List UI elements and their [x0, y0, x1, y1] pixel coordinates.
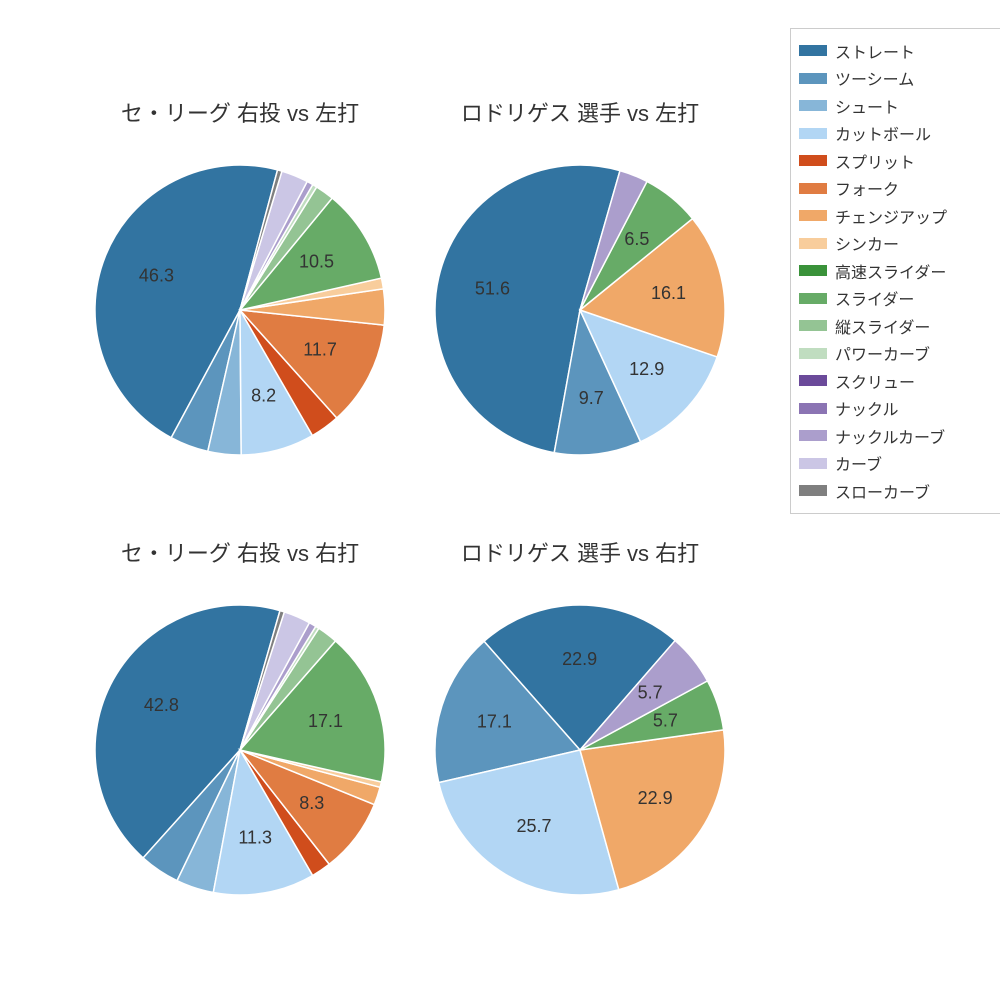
legend-label: チェンジアップ [835, 204, 947, 228]
chart-cell: セ・リーグ 右投 vs 右打42.811.38.317.1 [80, 540, 400, 920]
pie-slice-label: 11.3 [238, 827, 272, 847]
pie-slice-label: 5.7 [638, 682, 663, 702]
pie-slice-label: 25.7 [517, 816, 552, 836]
legend-item: ナックル [799, 395, 994, 423]
chart-cell: ロドリゲス 選手 vs 左打51.69.712.916.16.5 [420, 100, 740, 480]
legend-label: スプリット [835, 149, 915, 173]
chart-title: セ・リーグ 右投 vs 左打 [80, 96, 400, 128]
legend-label: カットボール [835, 121, 931, 145]
legend-item: カットボール [799, 120, 994, 148]
legend-swatch [799, 403, 827, 414]
chart-title: ロドリゲス 選手 vs 左打 [420, 96, 740, 128]
legend-swatch [799, 73, 827, 84]
pie-slice-label: 17.1 [477, 711, 512, 731]
figure-root: セ・リーグ 右投 vs 左打 46.3 8.2 11.7 10.5 ロドリゲス 選手 vs… [0, 0, 1000, 1000]
chart-title: セ・リーグ 右投 vs 右打 [80, 536, 400, 568]
legend-label: シュート [835, 94, 899, 118]
legend-swatch [799, 293, 827, 304]
legend-label: パワーカーブ [835, 341, 930, 365]
legend-swatch [799, 458, 827, 469]
pie-slice-label: 46.3 [139, 266, 174, 286]
legend-item: スローカーブ [799, 477, 994, 505]
legend-label: ナックルカーブ [835, 424, 945, 448]
legend-swatch [799, 320, 827, 331]
legend-label: 高速スライダー [835, 259, 946, 283]
legend-item: シンカー [799, 230, 994, 258]
legend-item: フォーク [799, 175, 994, 203]
pie-chart: 51.6 9.7 12.9 16.1 6.5 [420, 100, 740, 480]
legend-swatch [799, 485, 827, 496]
pie-slice-label: 8.2 [251, 385, 276, 405]
pie-slice-label: 10.5 [299, 252, 334, 272]
pie-slice-label: 22.9 [638, 788, 673, 808]
legend-item: 縦スライダー [799, 312, 994, 340]
pie-slice-label: 11.7 [303, 340, 337, 360]
chart-cell: ロドリゲス 選手 vs 右打22.917.125.722.95.75.7 [420, 540, 740, 920]
legend-label: カーブ [835, 451, 882, 475]
legend-swatch [799, 375, 827, 386]
pie-slice-label: 8.3 [299, 793, 324, 813]
legend-item: カーブ [799, 450, 994, 478]
legend-item: チェンジアップ [799, 202, 994, 230]
legend-swatch [799, 183, 827, 194]
legend-swatch [799, 45, 827, 56]
legend-item: スライダー [799, 285, 994, 313]
pie-slice-label: 51.6 [475, 278, 510, 298]
pie-slice-label: 9.7 [579, 388, 604, 408]
legend-item: パワーカーブ [799, 340, 994, 368]
legend-label: フォーク [835, 176, 899, 200]
pie-slice-label: 22.9 [562, 649, 597, 669]
legend: ストレートツーシームシュートカットボールスプリットフォークチェンジアップシンカー… [790, 28, 1000, 514]
pie-slice-label: 16.1 [651, 283, 686, 303]
pie-chart: 22.9 17.1 25.7 22.9 5.7 5.7 [420, 540, 740, 920]
legend-item: ストレート [799, 37, 994, 65]
chart-cell: セ・リーグ 右投 vs 左打46.38.211.710.5 [80, 100, 400, 480]
legend-item: シュート [799, 92, 994, 120]
legend-item: 高速スライダー [799, 257, 994, 285]
chart-title: ロドリゲス 選手 vs 右打 [420, 536, 740, 568]
legend-label: スローカーブ [835, 479, 930, 503]
legend-label: スライダー [835, 286, 914, 310]
legend-swatch [799, 348, 827, 359]
pie-slice-label: 17.1 [308, 711, 343, 731]
legend-label: シンカー [835, 231, 899, 255]
legend-swatch [799, 100, 827, 111]
legend-item: ナックルカーブ [799, 422, 994, 450]
legend-swatch [799, 155, 827, 166]
legend-item: スクリュー [799, 367, 994, 395]
legend-swatch [799, 265, 827, 276]
legend-label: ナックル [835, 396, 899, 420]
legend-swatch [799, 238, 827, 249]
legend-item: スプリット [799, 147, 994, 175]
legend-swatch [799, 128, 827, 139]
legend-swatch [799, 210, 827, 221]
pie-slice-label: 5.7 [653, 711, 678, 731]
legend-label: スクリュー [835, 369, 915, 393]
pie-slice-label: 6.5 [624, 229, 649, 249]
legend-label: ツーシーム [835, 66, 914, 90]
legend-item: ツーシーム [799, 65, 994, 93]
pie-slice-label: 42.8 [144, 695, 179, 715]
pie-chart: 42.8 11.3 8.3 17.1 [80, 540, 400, 920]
pie-slice-label: 12.9 [629, 359, 664, 379]
legend-label: 縦スライダー [835, 314, 930, 338]
legend-swatch [799, 430, 827, 441]
pie-chart: 46.3 8.2 11.7 10.5 [80, 100, 400, 480]
legend-label: ストレート [835, 39, 915, 63]
